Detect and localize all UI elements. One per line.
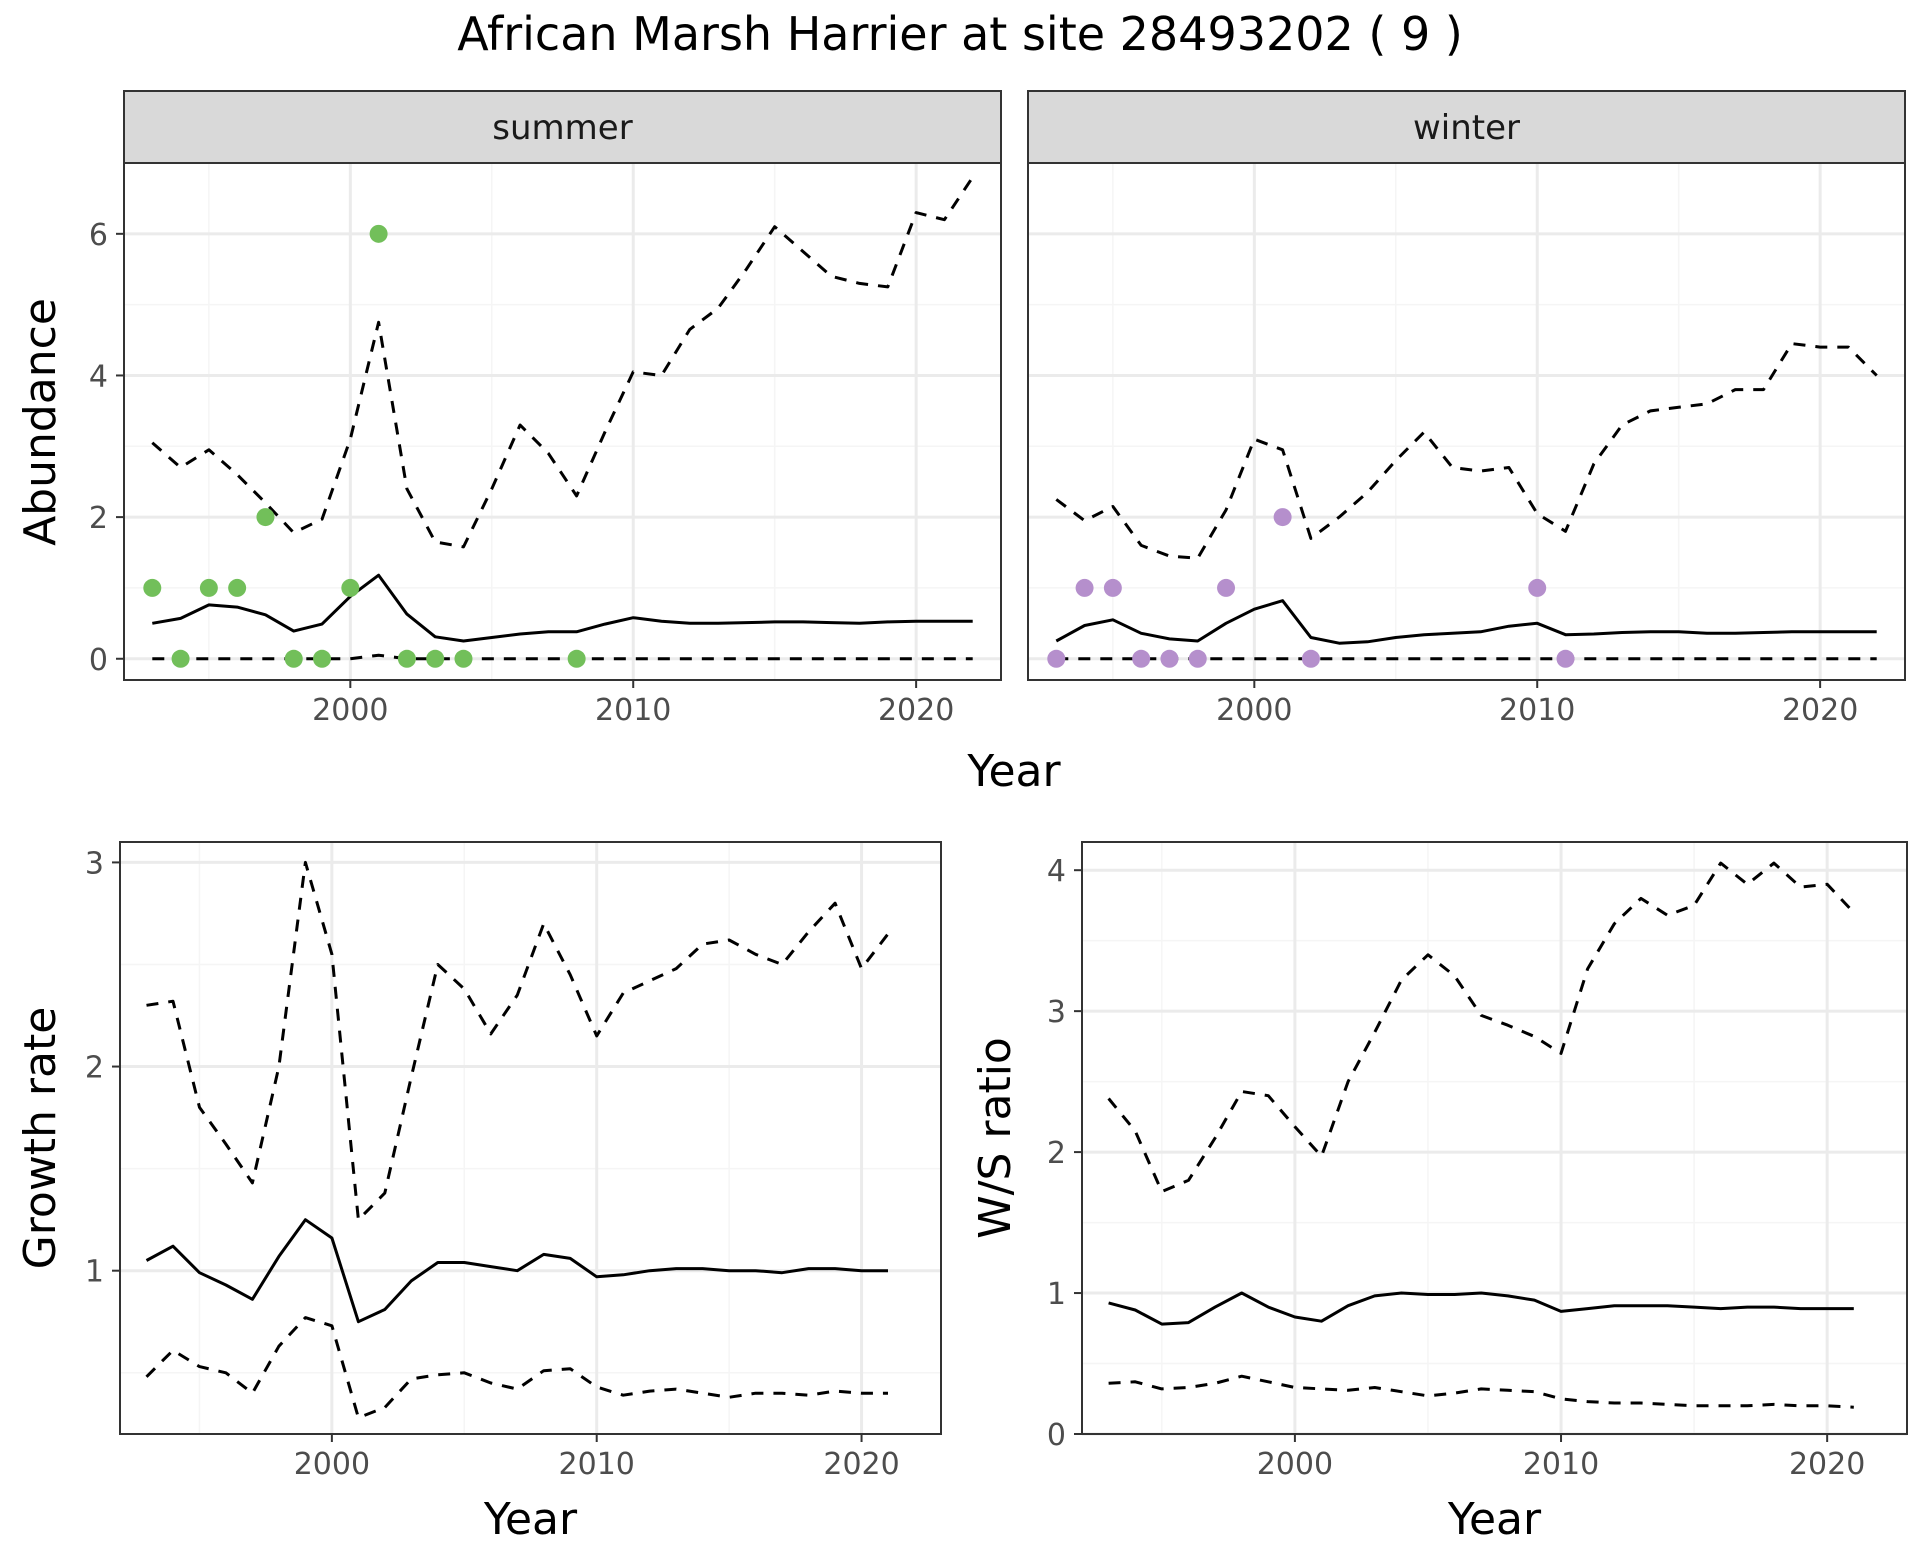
y-tick-label: 1	[85, 1255, 104, 1290]
observed-point	[171, 649, 190, 668]
upper-line	[146, 860, 890, 1222]
observed-point	[1188, 649, 1207, 668]
observed-point	[567, 649, 586, 668]
lower-line	[1108, 1374, 1854, 1409]
y-tick-label: 0	[1047, 1418, 1066, 1453]
facet-strip	[1027, 90, 1906, 164]
observed-point	[228, 578, 247, 597]
x-axis-title: Year	[966, 746, 1061, 797]
observed-point	[1217, 578, 1236, 597]
y-tick-label: 2	[85, 1051, 104, 1086]
x-tick-label: 2000	[312, 693, 388, 728]
observed-point	[369, 224, 388, 243]
x-tick-label: 2010	[559, 1447, 635, 1482]
facet-label: winter	[1413, 108, 1520, 148]
observed-point	[1273, 508, 1292, 527]
x-tick-label: 2010	[1499, 693, 1575, 728]
x-tick-label: 2020	[878, 693, 954, 728]
x-tick-label: 2010	[595, 693, 671, 728]
facet-label: summer	[492, 108, 632, 148]
observed-point	[426, 649, 445, 668]
observed-point	[1301, 649, 1320, 668]
figure-title: African Marsh Harrier at site 28493202 (…	[457, 7, 1463, 61]
panel-border	[119, 841, 942, 1435]
y-tick-label: 1	[1047, 1277, 1066, 1312]
facet-strip	[123, 90, 1002, 164]
upper-line	[151, 176, 974, 549]
x-tick-label: 2020	[1789, 1447, 1865, 1482]
y-tick-label: 0	[89, 643, 108, 678]
x-axis-title: Year	[1447, 1494, 1542, 1545]
observed-point	[1103, 578, 1122, 597]
y-tick-label: 6	[89, 218, 108, 253]
y-tick-label: 2	[89, 501, 108, 536]
observed-point	[454, 649, 473, 668]
panel-3: 2000 2010 2020 0 1 2 3 4 Year W/S ratio	[970, 841, 1908, 1545]
panel-border	[1081, 841, 1908, 1435]
panel-1: winter 2000 2010 2020 Year	[966, 90, 1906, 797]
observed-point	[341, 578, 360, 597]
observed-point	[1556, 649, 1575, 668]
observed-point	[1528, 578, 1547, 597]
observed-point	[397, 649, 416, 668]
upper-line	[1107, 861, 1855, 1194]
y-tick-label: 3	[85, 846, 104, 881]
x-tick-label: 2000	[1257, 1447, 1333, 1482]
estimate-line	[1055, 599, 1877, 645]
observed-point	[199, 578, 218, 597]
y-axis-title: Growth rate	[15, 1007, 66, 1270]
x-tick-label: 2020	[1782, 693, 1858, 728]
x-axis-title: Year	[483, 1494, 578, 1545]
observed-point	[1075, 578, 1094, 597]
panel-2: 2000 2010 2020 1 2 3 Year Growth rate	[15, 841, 942, 1545]
estimate-line	[145, 1218, 888, 1324]
x-tick-label: 2000	[294, 1447, 370, 1482]
observed-point	[143, 578, 162, 597]
y-axis-title: Abundance	[15, 298, 66, 546]
observed-point	[284, 649, 303, 668]
y-tick-label: 4	[1047, 854, 1066, 889]
upper-line	[1055, 342, 1878, 560]
x-tick-label: 2000	[1216, 693, 1292, 728]
panel-0: summer 2000 2010 2020 0 2 4 6 Abundance	[15, 90, 1002, 728]
x-tick-label: 2020	[823, 1447, 899, 1482]
x-tick-label: 2010	[1523, 1447, 1599, 1482]
observed-point	[256, 508, 275, 527]
observed-point	[313, 649, 332, 668]
observed-point	[1132, 649, 1151, 668]
observed-point	[1160, 649, 1179, 668]
estimate-line	[1108, 1291, 1854, 1326]
y-tick-label: 4	[89, 359, 108, 394]
lower-line	[145, 1316, 888, 1420]
y-axis-title: W/S ratio	[970, 1037, 1021, 1239]
observed-point	[1047, 649, 1066, 668]
estimate-line	[152, 573, 973, 643]
y-tick-label: 3	[1047, 995, 1066, 1030]
y-tick-label: 2	[1047, 1136, 1066, 1171]
